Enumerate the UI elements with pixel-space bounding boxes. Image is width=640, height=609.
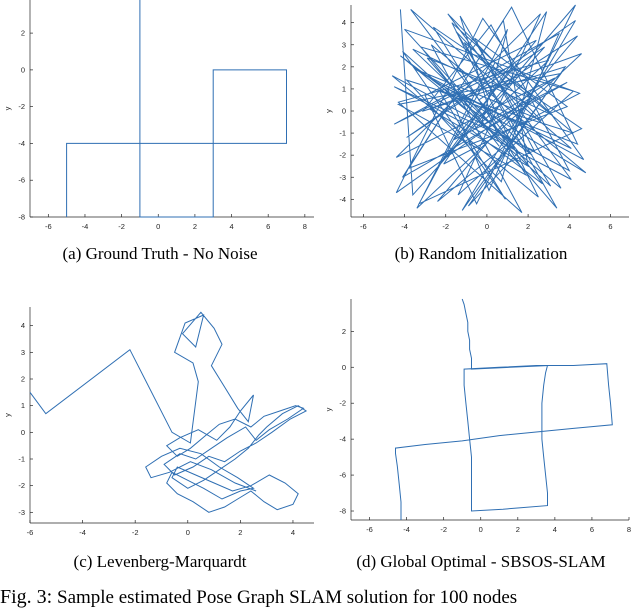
- y-axis-label-d: y: [324, 407, 333, 411]
- y-tick-label-b: 4: [342, 18, 346, 27]
- caption-a: (a) Ground Truth - No Noise: [62, 244, 258, 263]
- x-tick-label-c: -6: [27, 528, 34, 537]
- figure-caption: Fig. 3: Sample estimated Pose Graph SLAM…: [0, 586, 517, 609]
- y-tick-label-c: -2: [18, 481, 25, 490]
- y-tick-label-c: 1: [21, 401, 25, 410]
- x-tick-label-a: 0: [156, 222, 160, 231]
- y-axis-label-b: y: [324, 109, 333, 113]
- y-tick-label-b: -2: [339, 151, 346, 160]
- trajectory-line-a: [66, 0, 287, 218]
- x-tick-label-b: -4: [401, 222, 408, 231]
- x-tick-label-a: 8: [303, 222, 307, 231]
- trajectory-line-b: [391, 4, 587, 213]
- y-tick-label-d: -2: [339, 399, 346, 408]
- plot-a: -6 -4 -2 0 2 4 6 8 -8 -6 -4 -2 0 2 y: [3, 0, 314, 231]
- x-tick-label-d: -2: [440, 525, 447, 534]
- y-tick-label-c: 3: [21, 348, 25, 357]
- plot-c: -6 -4 -2 0 2 4 -3 -2 -1 0 1 2 3 4 y: [3, 307, 314, 537]
- y-tick-label-b: -3: [339, 173, 346, 182]
- y-tick-label-b: 1: [342, 84, 346, 93]
- plot-b: -6 -4 -2 0 2 4 6 -4 -3 -2 -1 0 1 2 3 4 y: [324, 4, 629, 231]
- y-axis-label-c: y: [3, 413, 12, 417]
- x-tick-label-a: 2: [193, 222, 197, 231]
- y-tick-label-a: -2: [18, 102, 25, 111]
- y-tick-label-b: 0: [342, 107, 346, 116]
- y-tick-label-d: -8: [339, 507, 346, 516]
- y-tick-label-b: 2: [342, 62, 346, 71]
- y-tick-label-c: -1: [18, 455, 25, 464]
- caption-b: (b) Random Initialization: [394, 244, 568, 263]
- y-tick-label-d: -6: [339, 471, 346, 480]
- x-tick-label-c: 0: [186, 528, 190, 537]
- y-tick-label-c: -3: [18, 508, 25, 517]
- x-tick-label-b: 0: [485, 222, 489, 231]
- x-tick-label-c: -2: [132, 528, 139, 537]
- x-tick-label-a: 6: [266, 222, 270, 231]
- y-tick-label-b: 3: [342, 40, 346, 49]
- x-tick-label-d: -6: [366, 525, 373, 534]
- x-tick-label-d: 8: [627, 525, 631, 534]
- x-tick-label-d: -4: [403, 525, 410, 534]
- x-tick-label-c: 4: [291, 528, 295, 537]
- x-tick-label-d: 2: [516, 525, 520, 534]
- y-tick-label-a: 0: [21, 65, 25, 74]
- x-tick-label-a: -6: [45, 222, 52, 231]
- x-tick-label-b: 4: [567, 222, 571, 231]
- plot-d: -6 -4 -2 0 2 4 6 8 -8 -6 -4 -2 0 2 y: [324, 298, 631, 534]
- y-tick-label-a: -6: [18, 176, 25, 185]
- y-tick-label-c: 2: [21, 375, 25, 384]
- trajectory-line-c: [29, 311, 308, 513]
- x-tick-label-a: -2: [118, 222, 125, 231]
- x-tick-label-b: 6: [608, 222, 612, 231]
- x-tick-label-d: 6: [590, 525, 594, 534]
- x-tick-label-a: -4: [82, 222, 89, 231]
- y-tick-label-c: 0: [21, 428, 25, 437]
- x-tick-label-b: -2: [442, 222, 449, 231]
- x-tick-label-a: 4: [229, 222, 233, 231]
- y-tick-label-d: 2: [342, 327, 346, 336]
- y-tick-label-c: 4: [21, 321, 25, 330]
- caption-d: (d) Global Optimal - SBSOS-SLAM: [356, 552, 606, 571]
- y-tick-label-d: 0: [342, 363, 346, 372]
- x-tick-label-b: 2: [526, 222, 530, 231]
- x-tick-label-c: 2: [238, 528, 242, 537]
- y-tick-label-a: 2: [21, 29, 25, 38]
- figure-caption-text: Sample estimated Pose Graph SLAM solutio…: [57, 587, 518, 608]
- figure-caption-label: Fig. 3:: [0, 586, 53, 608]
- y-tick-label-a: -4: [18, 139, 25, 148]
- caption-c: (c) Levenberg-Marquardt: [73, 552, 247, 571]
- y-tick-label-a: -8: [18, 213, 25, 222]
- x-tick-label-b: -6: [360, 222, 367, 231]
- y-tick-label-d: -4: [339, 435, 346, 444]
- x-tick-label-c: -4: [79, 528, 86, 537]
- y-tick-label-b: -4: [339, 195, 346, 204]
- trajectory-line-d: [395, 298, 613, 520]
- x-tick-label-d: 0: [479, 525, 483, 534]
- y-axis-label-a: y: [3, 106, 12, 110]
- y-tick-label-b: -1: [339, 129, 346, 138]
- x-tick-label-d: 4: [553, 525, 557, 534]
